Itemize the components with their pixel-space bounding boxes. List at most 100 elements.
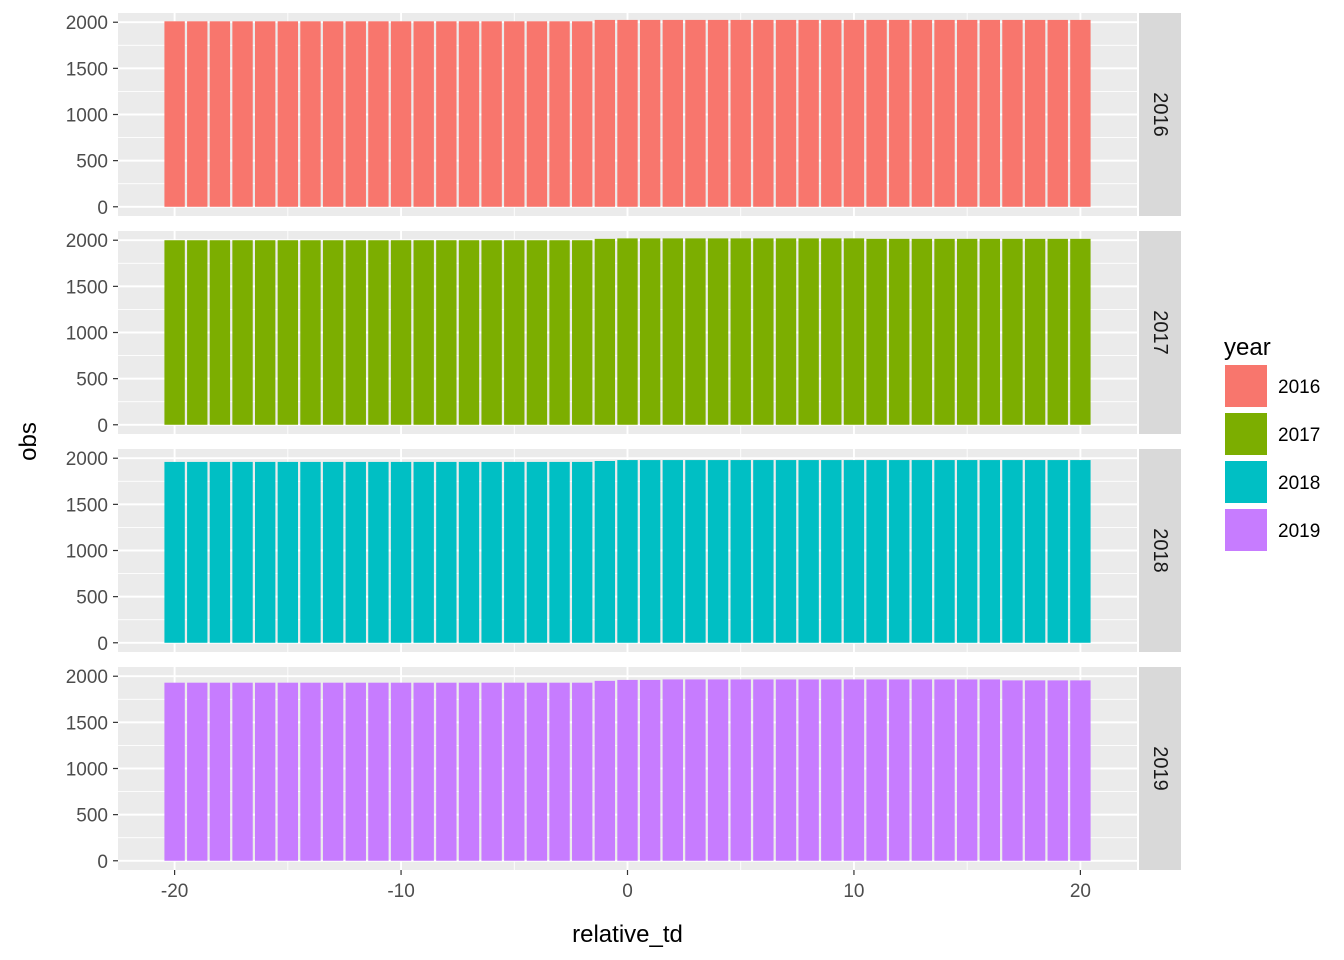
bar <box>617 19 638 207</box>
bar <box>436 461 457 643</box>
facet-strip <box>1139 667 1181 870</box>
bar <box>775 238 797 425</box>
y-tick-label: 0 <box>97 852 108 873</box>
bar <box>1047 238 1068 425</box>
y-tick-label: 2000 <box>66 231 108 252</box>
bar <box>1024 19 1046 207</box>
bar <box>254 461 276 643</box>
facet-strip-label: 2016 <box>1149 92 1171 137</box>
bar <box>526 21 548 207</box>
facet-panel-2018: 0 500 1000 1500 2000 2018 <box>66 449 1181 655</box>
bar <box>572 21 593 207</box>
bar <box>866 238 887 425</box>
bar <box>458 21 480 207</box>
bar <box>956 679 978 861</box>
bar <box>187 240 208 425</box>
bar <box>956 460 978 643</box>
legend-label-2018: 2018 <box>1278 473 1320 494</box>
bar <box>843 460 865 643</box>
bar <box>798 238 819 425</box>
bar-series-2018 <box>164 460 1091 643</box>
bar <box>707 460 729 643</box>
bar <box>753 460 774 643</box>
bar <box>594 19 616 207</box>
bar-series-2017 <box>164 238 1091 425</box>
facet-panel-2019: 0 500 1000 1500 2000 2019 <box>66 667 1181 873</box>
legend-title: year <box>1224 334 1271 361</box>
bar <box>662 19 683 207</box>
bar <box>934 679 955 861</box>
bar <box>1002 19 1023 207</box>
bar <box>889 460 910 643</box>
bar <box>413 21 434 207</box>
bar <box>707 238 729 425</box>
bar <box>322 21 344 207</box>
bar <box>685 19 706 207</box>
bar <box>300 682 321 861</box>
legend-key-2019 <box>1225 509 1267 551</box>
bar <box>322 240 344 425</box>
legend-key-2017 <box>1225 413 1267 455</box>
bar <box>979 679 1001 861</box>
bar <box>662 238 683 425</box>
bar <box>458 461 480 643</box>
y-tick-label: 1000 <box>66 106 108 127</box>
bar <box>413 682 434 861</box>
bar <box>481 21 502 207</box>
bar <box>322 461 344 643</box>
bar <box>164 682 185 861</box>
bar <box>821 238 842 425</box>
bar <box>232 240 253 425</box>
bar <box>368 682 389 861</box>
y-tick-label: 0 <box>97 198 108 219</box>
bar <box>277 240 299 425</box>
bar <box>300 461 321 643</box>
bar <box>1002 238 1023 425</box>
bar <box>934 460 955 643</box>
bar <box>481 240 502 425</box>
bar <box>730 460 751 643</box>
bar <box>775 460 797 643</box>
bar <box>639 19 661 207</box>
bar <box>277 461 299 643</box>
bar <box>753 679 774 861</box>
bar <box>979 460 1001 643</box>
facet-panels: 0 500 1000 1500 2000 2016 0 500 1000 1500 2000 2017… <box>66 13 1181 873</box>
bar <box>504 21 525 207</box>
bar <box>164 240 185 425</box>
y-tick-label: 1000 <box>66 324 108 345</box>
bar <box>889 19 910 207</box>
bar <box>481 682 502 861</box>
y-tick-label: 1000 <box>66 760 108 781</box>
bar <box>413 240 434 425</box>
bar <box>254 682 276 861</box>
bar <box>1070 680 1091 861</box>
bar <box>436 21 457 207</box>
y-tick-label: 0 <box>97 416 108 437</box>
y-tick-label: 1500 <box>66 277 108 298</box>
bar <box>572 240 593 425</box>
bar <box>1024 460 1046 643</box>
bar <box>277 21 299 207</box>
bar <box>209 461 231 643</box>
bar <box>526 240 548 425</box>
bar <box>549 240 570 425</box>
y-tick-label: 1500 <box>66 59 108 80</box>
bar <box>572 461 593 643</box>
y-axis-title: obs <box>15 422 42 461</box>
bar <box>753 238 774 425</box>
bar <box>707 679 729 861</box>
facet-strip <box>1139 449 1181 652</box>
bar <box>345 21 366 207</box>
bar <box>934 19 955 207</box>
bar <box>572 682 593 861</box>
bar <box>617 679 638 861</box>
bar <box>1070 460 1091 643</box>
y-tick-label: 500 <box>76 806 108 827</box>
bar <box>300 240 321 425</box>
bar <box>821 460 842 643</box>
x-axis: -20 -10 0 10 20 <box>161 870 1091 902</box>
bar <box>730 19 751 207</box>
bar <box>843 19 865 207</box>
